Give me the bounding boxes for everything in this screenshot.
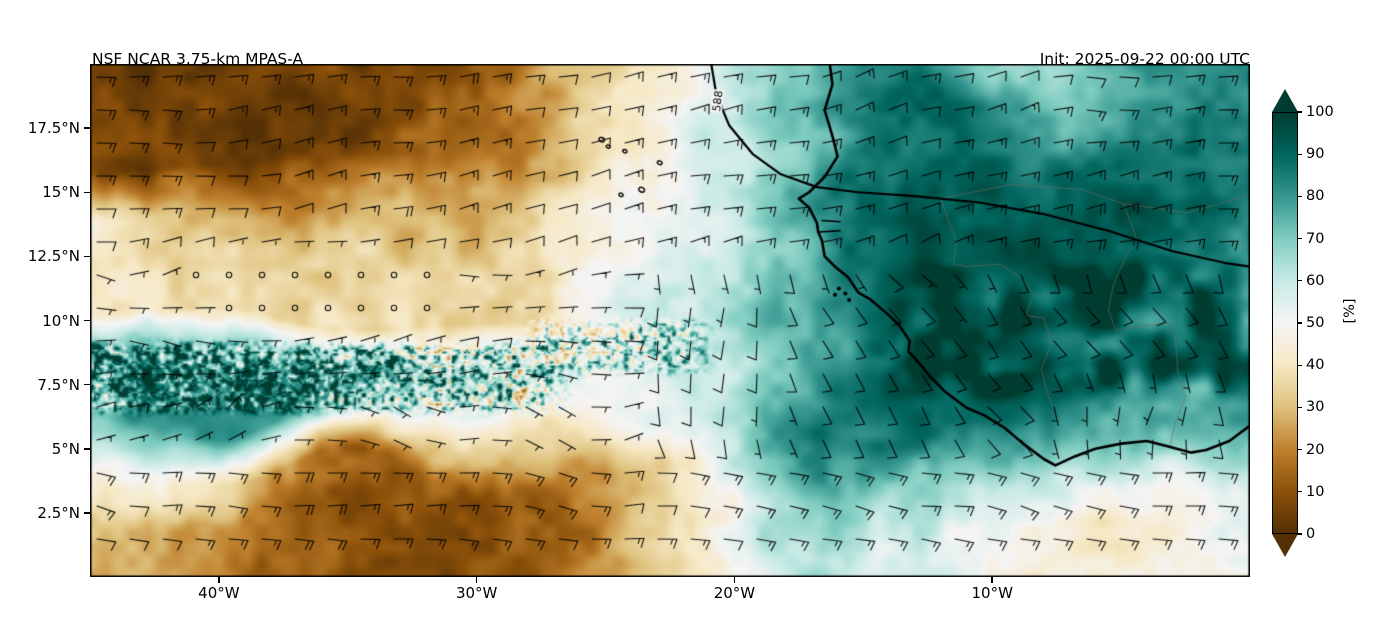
colorbar-tick-label: 20 [1306, 441, 1325, 458]
lon-tick-mark [475, 577, 478, 583]
colorbar-tick-mark [1297, 448, 1302, 451]
lon-tick-label: 30°W [455, 584, 498, 602]
lon-tick-label: 40°W [198, 584, 240, 602]
colorbar-tick-label: 40 [1306, 357, 1325, 374]
lat-tick-label: 12.5°N [27, 247, 80, 266]
lat-tick-label: 10°N [42, 311, 80, 330]
colorbar-tick-mark [1297, 195, 1302, 198]
lat-tick-mark [84, 448, 90, 450]
colorbar-tick-label: 50 [1306, 315, 1325, 331]
lat-tick-mark [84, 383, 90, 386]
colorbar-tick-label: 100 [1306, 104, 1334, 120]
map-canvas [90, 64, 1250, 577]
lon-tick-label: 20°W [713, 584, 756, 602]
colorbar-tick-label: 30 [1306, 399, 1325, 416]
lon-tick-mark [218, 577, 220, 583]
colorbar-tick-mark [1297, 322, 1302, 324]
colorbar-arrow-bottom [1272, 534, 1298, 557]
model-title: NSF NCAR 3.75-km MPAS-A [92, 50, 304, 68]
lat-tick-label: 2.5°N [37, 503, 80, 522]
lat-tick-label: 5°N [51, 439, 80, 458]
lat-tick-mark [84, 512, 90, 514]
colorbar-tick-label: 80 [1306, 188, 1325, 205]
colorbar-gradient [1272, 112, 1298, 534]
lat-tick-label: 7.5°N [37, 375, 80, 394]
colorbar-tick-label: 70 [1306, 230, 1325, 247]
colorbar-unit-label: [%] [1342, 298, 1358, 324]
lat-tick-mark [84, 127, 90, 129]
colorbar-tick-mark [1297, 153, 1302, 155]
colorbar-tick-mark [1297, 364, 1302, 366]
colorbar-tick-label: 60 [1306, 272, 1325, 289]
lon-tick-label: 10°W [971, 584, 1013, 602]
colorbar-tick-label: 90 [1306, 146, 1325, 163]
colorbar-arrow-top [1272, 89, 1298, 112]
colorbar-tick-mark [1297, 280, 1302, 282]
lon-tick-mark [991, 577, 993, 583]
lat-tick-label: 15°N [42, 183, 80, 202]
colorbar-tick-mark [1297, 237, 1302, 240]
lat-tick-mark [84, 255, 90, 258]
lat-tick-label: 17.5°N [27, 119, 80, 138]
colorbar-tick-mark [1297, 491, 1302, 493]
colorbar-tick-mark [1297, 406, 1302, 409]
lat-tick-mark [84, 319, 90, 322]
lon-tick-mark [733, 577, 736, 583]
colorbar-tick-label: 0 [1306, 526, 1316, 542]
init-time: Init: 2025-09-22 00:00 UTC [1039, 50, 1250, 68]
colorbar-tick-mark [1297, 111, 1302, 113]
colorbar-tick-label: 10 [1306, 483, 1325, 500]
lat-tick-mark [84, 191, 90, 193]
colorbar-tick-mark [1297, 533, 1302, 535]
